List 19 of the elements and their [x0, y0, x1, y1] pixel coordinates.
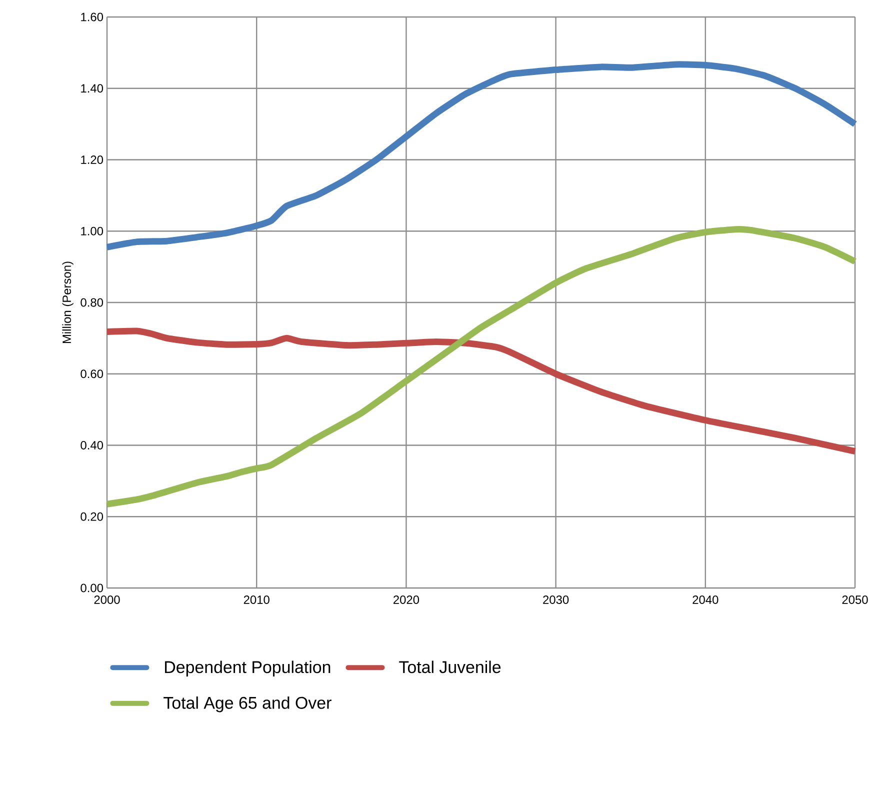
y-tick-label: 0.20 [80, 512, 104, 521]
y-tick-label: 1.20 [81, 156, 104, 164]
y-tick-label: 0.40 [80, 441, 104, 450]
x-tick-label: 2040 [692, 596, 718, 604]
y-tick-label: 1.40 [81, 84, 104, 93]
y-tick-label: 0.00 [80, 584, 104, 592]
y-tick-label: 1.60 [81, 12, 104, 22]
legend-label: Total Juvenile [399, 660, 501, 674]
y-tick-label: 0.80 [80, 298, 104, 307]
y-tick-label: 0.60 [80, 370, 104, 378]
x-tick-label: 2010 [244, 596, 270, 604]
y-axis-title: Million (Person) [62, 262, 74, 344]
legend-label: Total Age 65 and Over [164, 696, 332, 712]
x-tick-label: 2030 [543, 596, 569, 604]
x-tick-label: 2050 [842, 596, 868, 604]
y-tick-label: 1.00 [81, 226, 104, 236]
legend-label: Dependent Population [165, 660, 330, 676]
x-tick-label: 2020 [394, 596, 420, 604]
x-tick-label: 2000 [94, 596, 120, 604]
